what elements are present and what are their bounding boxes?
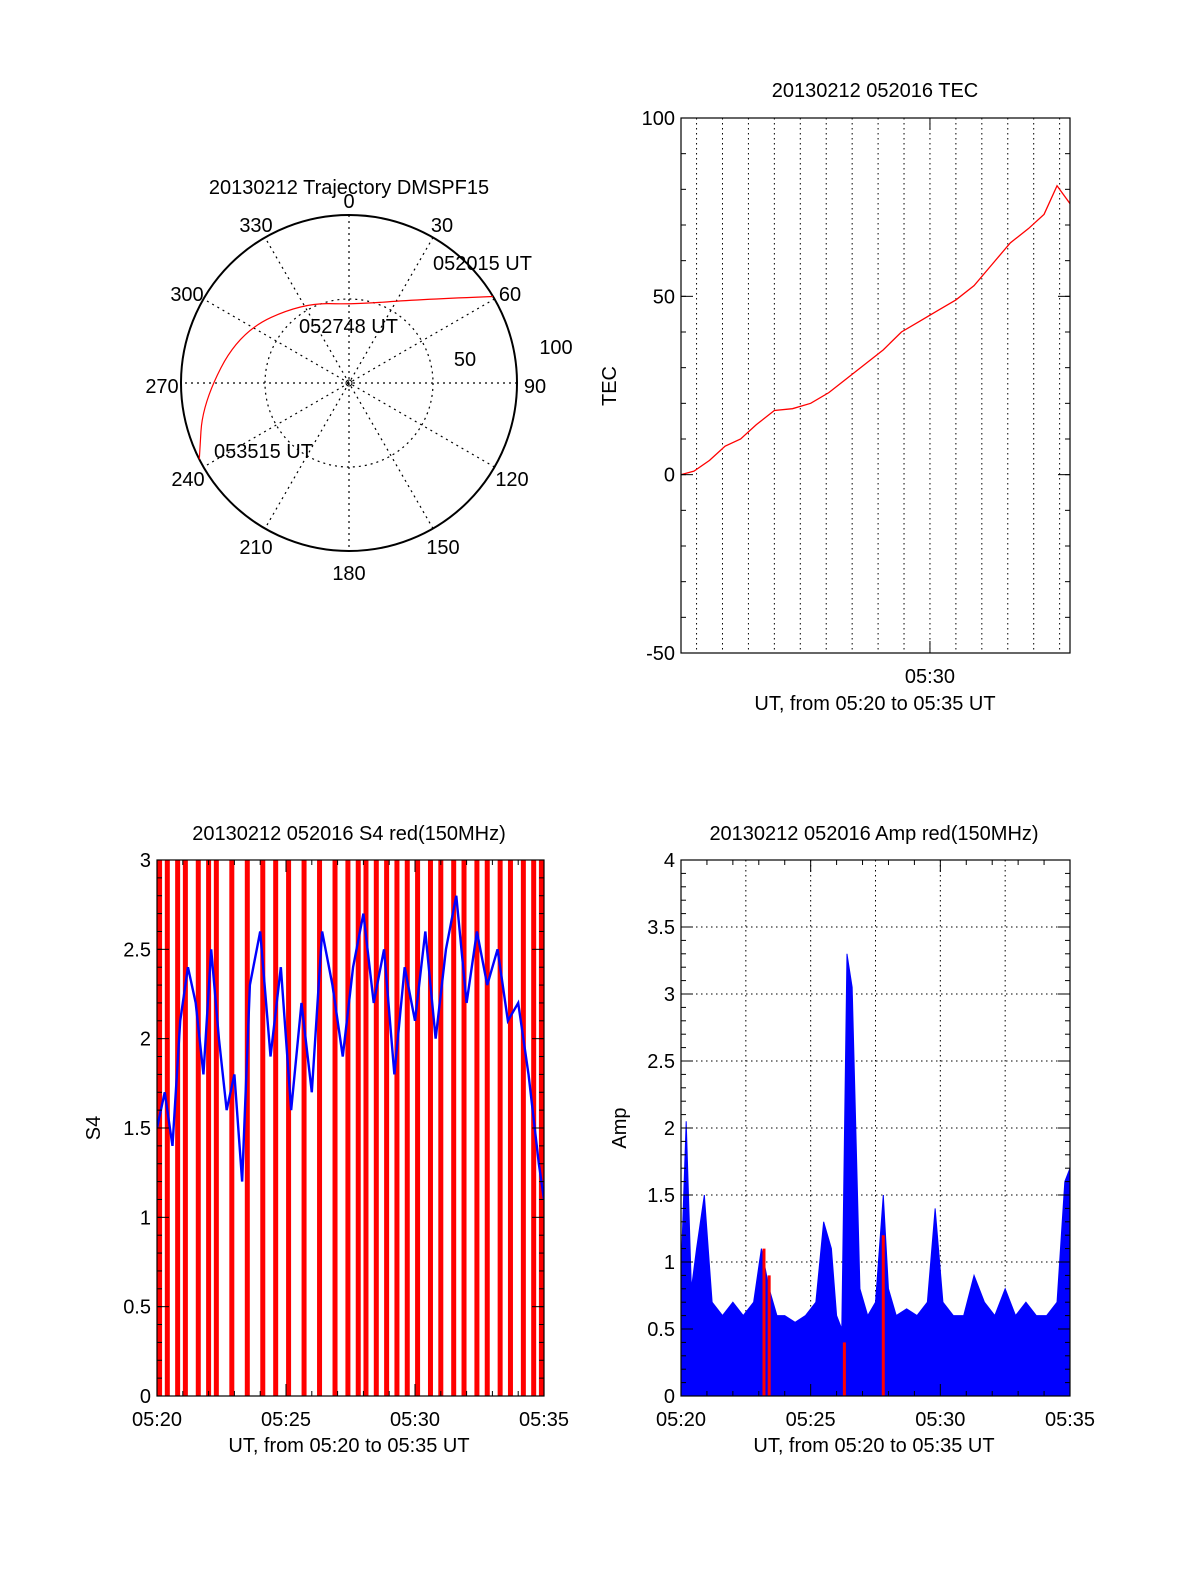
polar-time-annotation: 052748 UT	[299, 316, 398, 338]
x-tick-label: 05:30	[915, 1409, 965, 1431]
y-tick-label: -50	[646, 643, 675, 665]
polar-radius-label: 50	[454, 349, 476, 371]
y-tick-label: 2	[664, 1118, 675, 1140]
x-tick-label: 05:20	[656, 1409, 706, 1431]
y-tick-label: 0	[664, 1386, 675, 1408]
tec-xlabel: UT, from 05:20 to 05:35 UT	[754, 693, 995, 715]
s4-panel: 20130212 052016 S4 red(150MHz) S4 UT, fr…	[83, 823, 569, 1457]
polar-center-mark	[345, 379, 353, 387]
y-tick-label: 1	[664, 1252, 675, 1274]
y-tick-label: 2	[140, 1029, 151, 1051]
amp-title: 20130212 052016 Amp red(150MHz)	[709, 823, 1038, 845]
polar-angle-label: 180	[332, 563, 365, 585]
polar-title: 20130212 Trajectory DMSPF15	[209, 177, 489, 199]
x-tick-label: 05:30	[905, 666, 955, 688]
polar-spoke	[264, 237, 434, 529]
y-tick-label: 0.5	[647, 1319, 675, 1341]
polar-angle-label: 60	[499, 284, 521, 306]
y-tick-label: 1.5	[123, 1118, 151, 1140]
polar-angle-label: 150	[426, 537, 459, 559]
polar-angle-label: 300	[170, 284, 203, 306]
y-tick-label: 2.5	[123, 939, 151, 961]
polar-angle-label: 210	[239, 537, 272, 559]
tec-ylabel: TEC	[599, 366, 621, 406]
polar-angle-label: 90	[524, 376, 546, 398]
y-tick-label: 50	[653, 286, 675, 308]
polar-angle-label: 270	[145, 376, 178, 398]
x-tick-label: 05:20	[132, 1409, 182, 1431]
polar-angle-label: 330	[239, 215, 272, 237]
series-line	[681, 184, 1070, 476]
plot-series-group	[681, 184, 1070, 476]
s4-plot: 0 0.5 1 1.5 2 2.5 3 05:20 05:25 05:30 05:35	[123, 850, 569, 1431]
y-tick-label: 1.5	[647, 1185, 675, 1207]
x-tick-label: 05:35	[519, 1409, 569, 1431]
y-tick-label: 1	[140, 1207, 151, 1229]
amp-xlabel: UT, from 05:20 to 05:35 UT	[753, 1435, 994, 1457]
y-tick-label: 3	[140, 850, 151, 872]
y-tick-label: 0	[664, 465, 675, 487]
x-tick-label: 05:25	[786, 1409, 836, 1431]
plot-series-group	[157, 860, 544, 1396]
x-tick-label: 05:35	[1045, 1409, 1095, 1431]
polar-trajectory-panel: 20130212 Trajectory DMSPF15 0 30 60 90 120 15…	[145, 177, 572, 585]
polar-grid	[180, 214, 518, 552]
amp-ylabel: Amp	[609, 1107, 631, 1148]
x-tick-label: 05:25	[261, 1409, 311, 1431]
y-tick-label: 100	[642, 108, 675, 130]
y-tick-label: 2.5	[647, 1051, 675, 1073]
polar-trajectory-line	[198, 295, 494, 460]
y-tick-label: 4	[664, 850, 675, 872]
polar-angle-label: 240	[171, 469, 204, 491]
tec-title: 20130212 052016 TEC	[772, 80, 978, 102]
y-tick-label: 0.5	[123, 1297, 151, 1319]
polar-labels: 0 30 60 90 120 150 180 210 240 270 300 330 50 100 0520…	[145, 191, 572, 585]
polar-time-annotation: 053515 UT	[214, 441, 313, 463]
polar-angle-label: 120	[495, 469, 528, 491]
y-tick-label: 3.5	[647, 917, 675, 939]
polar-angle-label: 30	[431, 215, 453, 237]
plot-series-group	[681, 953, 1070, 1396]
polar-series	[198, 295, 494, 460]
polar-radius-label: 100	[539, 337, 572, 359]
series-line	[157, 895, 544, 1200]
amp-panel: 20130212 052016 Amp red(150MHz) Amp UT, …	[609, 823, 1095, 1457]
y-tick-label: 0	[140, 1386, 151, 1408]
y-tick-label: 3	[664, 984, 675, 1006]
x-tick-label: 05:30	[390, 1409, 440, 1431]
s4-ylabel: S4	[83, 1116, 105, 1140]
series-area	[681, 953, 1070, 1396]
s4-xlabel: UT, from 05:20 to 05:35 UT	[228, 1435, 469, 1457]
tec-plot: -50 0 50 100 05:30	[642, 108, 1071, 688]
polar-angle-label: 0	[343, 191, 354, 213]
tec-panel: 20130212 052016 TEC TEC UT, from 05:20 t…	[599, 80, 1071, 715]
s4-title: 20130212 052016 S4 red(150MHz)	[192, 823, 506, 845]
polar-time-annotation: 052015 UT	[433, 253, 532, 275]
amp-plot: 0 0.5 1 1.5 2 2.5 3 3.5 4 05:20 05:25 05:30 05:35	[647, 850, 1095, 1431]
plot-frame	[680, 117, 1071, 654]
